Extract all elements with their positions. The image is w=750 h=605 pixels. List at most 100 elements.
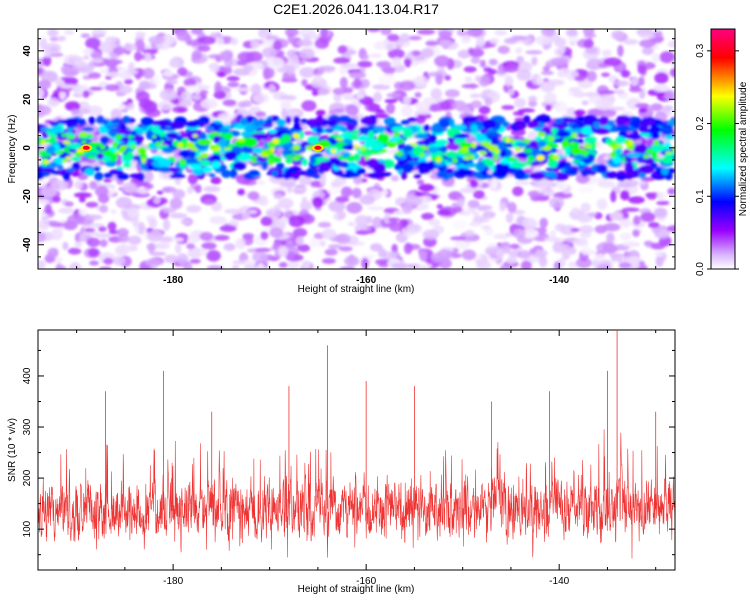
snr-y-tick-label: 200 <box>22 469 33 486</box>
heatmap-cell <box>638 76 645 87</box>
heatmap-cell <box>619 218 631 228</box>
heatmap-cell <box>183 78 197 87</box>
heatmap-cell <box>534 136 542 142</box>
heatmap-cell <box>350 135 360 140</box>
heatmap-cell <box>638 107 648 114</box>
heatmap-cell <box>500 263 511 269</box>
heatmap-cell <box>213 90 227 100</box>
heatmap-cell <box>507 202 517 213</box>
heatmap-cell <box>200 247 208 256</box>
snr-x-tick-label: -160 <box>356 576 376 587</box>
heatmap-cell <box>664 89 675 101</box>
heatmap-cell <box>469 179 479 188</box>
heatmap-cell <box>66 121 75 129</box>
heatmap-cell <box>578 187 594 193</box>
heatmap-cell <box>462 116 477 123</box>
heatmap-cell <box>638 260 646 267</box>
heatmap-cell <box>342 93 356 101</box>
heatmap-cell <box>422 229 439 240</box>
heatmap-cell <box>569 141 575 145</box>
heatmap-cell <box>558 243 571 252</box>
heatmap-cell <box>476 205 493 211</box>
heatmap-cell <box>450 236 467 241</box>
heatmap-cell <box>400 119 411 125</box>
heatmap-cell <box>532 179 545 189</box>
heatmap-cell <box>373 41 387 50</box>
heatmap-cell <box>485 132 502 138</box>
heatmap-cell <box>501 105 515 110</box>
heatmap-cell <box>171 237 184 242</box>
heatmap-cell <box>549 147 558 154</box>
heatmap-cell <box>554 47 565 57</box>
heatmap-cell <box>561 139 570 149</box>
heatmap-cell <box>158 236 175 243</box>
heatmap-cell <box>610 190 617 203</box>
heatmap-cell <box>513 228 526 239</box>
heatmap-cell <box>365 155 370 161</box>
heatmap-cell <box>607 120 615 126</box>
heatmap-cell <box>47 97 60 107</box>
colorbar: 0.0 0.1 0.2 0.3 Normalized spectral amplitu… <box>695 28 749 276</box>
heatmap-cell <box>331 148 337 154</box>
heatmap-cell <box>197 44 211 52</box>
heatmap-cell <box>86 154 96 159</box>
heatmap-cell <box>158 170 174 180</box>
heatmap-cell <box>499 158 510 165</box>
heatmap-cell <box>573 238 589 247</box>
heatmap-cell <box>77 65 94 74</box>
heatmap-cell <box>467 199 480 209</box>
snr-x-axis-label: Height of straight line (km) <box>298 584 415 595</box>
heatmap-cell <box>339 266 356 269</box>
heatmap-cell <box>183 261 193 269</box>
heatmap-cell <box>577 138 585 144</box>
heatmap-cell <box>382 66 396 74</box>
heatmap-cell <box>260 149 269 153</box>
heatmap-cell <box>430 133 437 144</box>
heatmap-cell <box>200 152 209 159</box>
heatmap-cell <box>536 155 545 161</box>
heatmap-cell <box>162 219 171 231</box>
heatmap-cell <box>651 143 666 153</box>
heatmap-cell <box>476 161 486 172</box>
heatmap-cell <box>606 232 615 243</box>
heatmap-cell <box>258 195 269 206</box>
heatmap-cell <box>667 40 675 48</box>
heatmap-cell <box>222 124 232 129</box>
heatmap-cell <box>639 90 646 99</box>
heatmap-cell <box>321 258 336 264</box>
heatmap-cell <box>321 228 337 240</box>
heatmap-cell <box>115 134 123 140</box>
heatmap-cell <box>621 207 640 212</box>
heatmap-cell <box>89 260 99 266</box>
heatmap-cell <box>203 185 221 193</box>
heatmap-cell <box>379 172 392 177</box>
heatmap-cell <box>444 75 452 81</box>
heatmap-cell <box>300 118 308 124</box>
heatmap-cell <box>123 162 132 169</box>
heatmap-cell <box>55 265 67 269</box>
heatmap-cell <box>648 222 660 229</box>
heatmap-cell <box>624 163 635 173</box>
heatmap-cell <box>470 100 482 109</box>
heatmap-cell <box>336 233 351 245</box>
heatmap-cell <box>265 208 282 219</box>
figure-title: C2E1.2026.041.13.04.R17 <box>273 1 439 17</box>
heatmap-cell <box>307 31 316 38</box>
heatmap-cell <box>378 74 396 86</box>
heatmap-cell <box>127 208 140 218</box>
heatmap-cell <box>539 217 548 229</box>
heatmap-cell <box>288 215 305 228</box>
heatmap-cell <box>335 196 350 203</box>
heatmap-cell <box>114 244 130 256</box>
heatmap-cell <box>605 138 613 145</box>
heatmap-cell <box>341 63 359 69</box>
heatmap-cell <box>641 46 654 56</box>
heatmap-cell <box>386 92 401 98</box>
heatmap-cell <box>79 196 86 203</box>
heatmap-cell <box>374 114 390 119</box>
heatmap-cell <box>548 135 555 142</box>
heatmap-cell <box>59 90 66 100</box>
heatmap-cell <box>472 211 480 217</box>
heatmap-cell <box>362 54 369 60</box>
heatmap-cell <box>468 48 485 58</box>
